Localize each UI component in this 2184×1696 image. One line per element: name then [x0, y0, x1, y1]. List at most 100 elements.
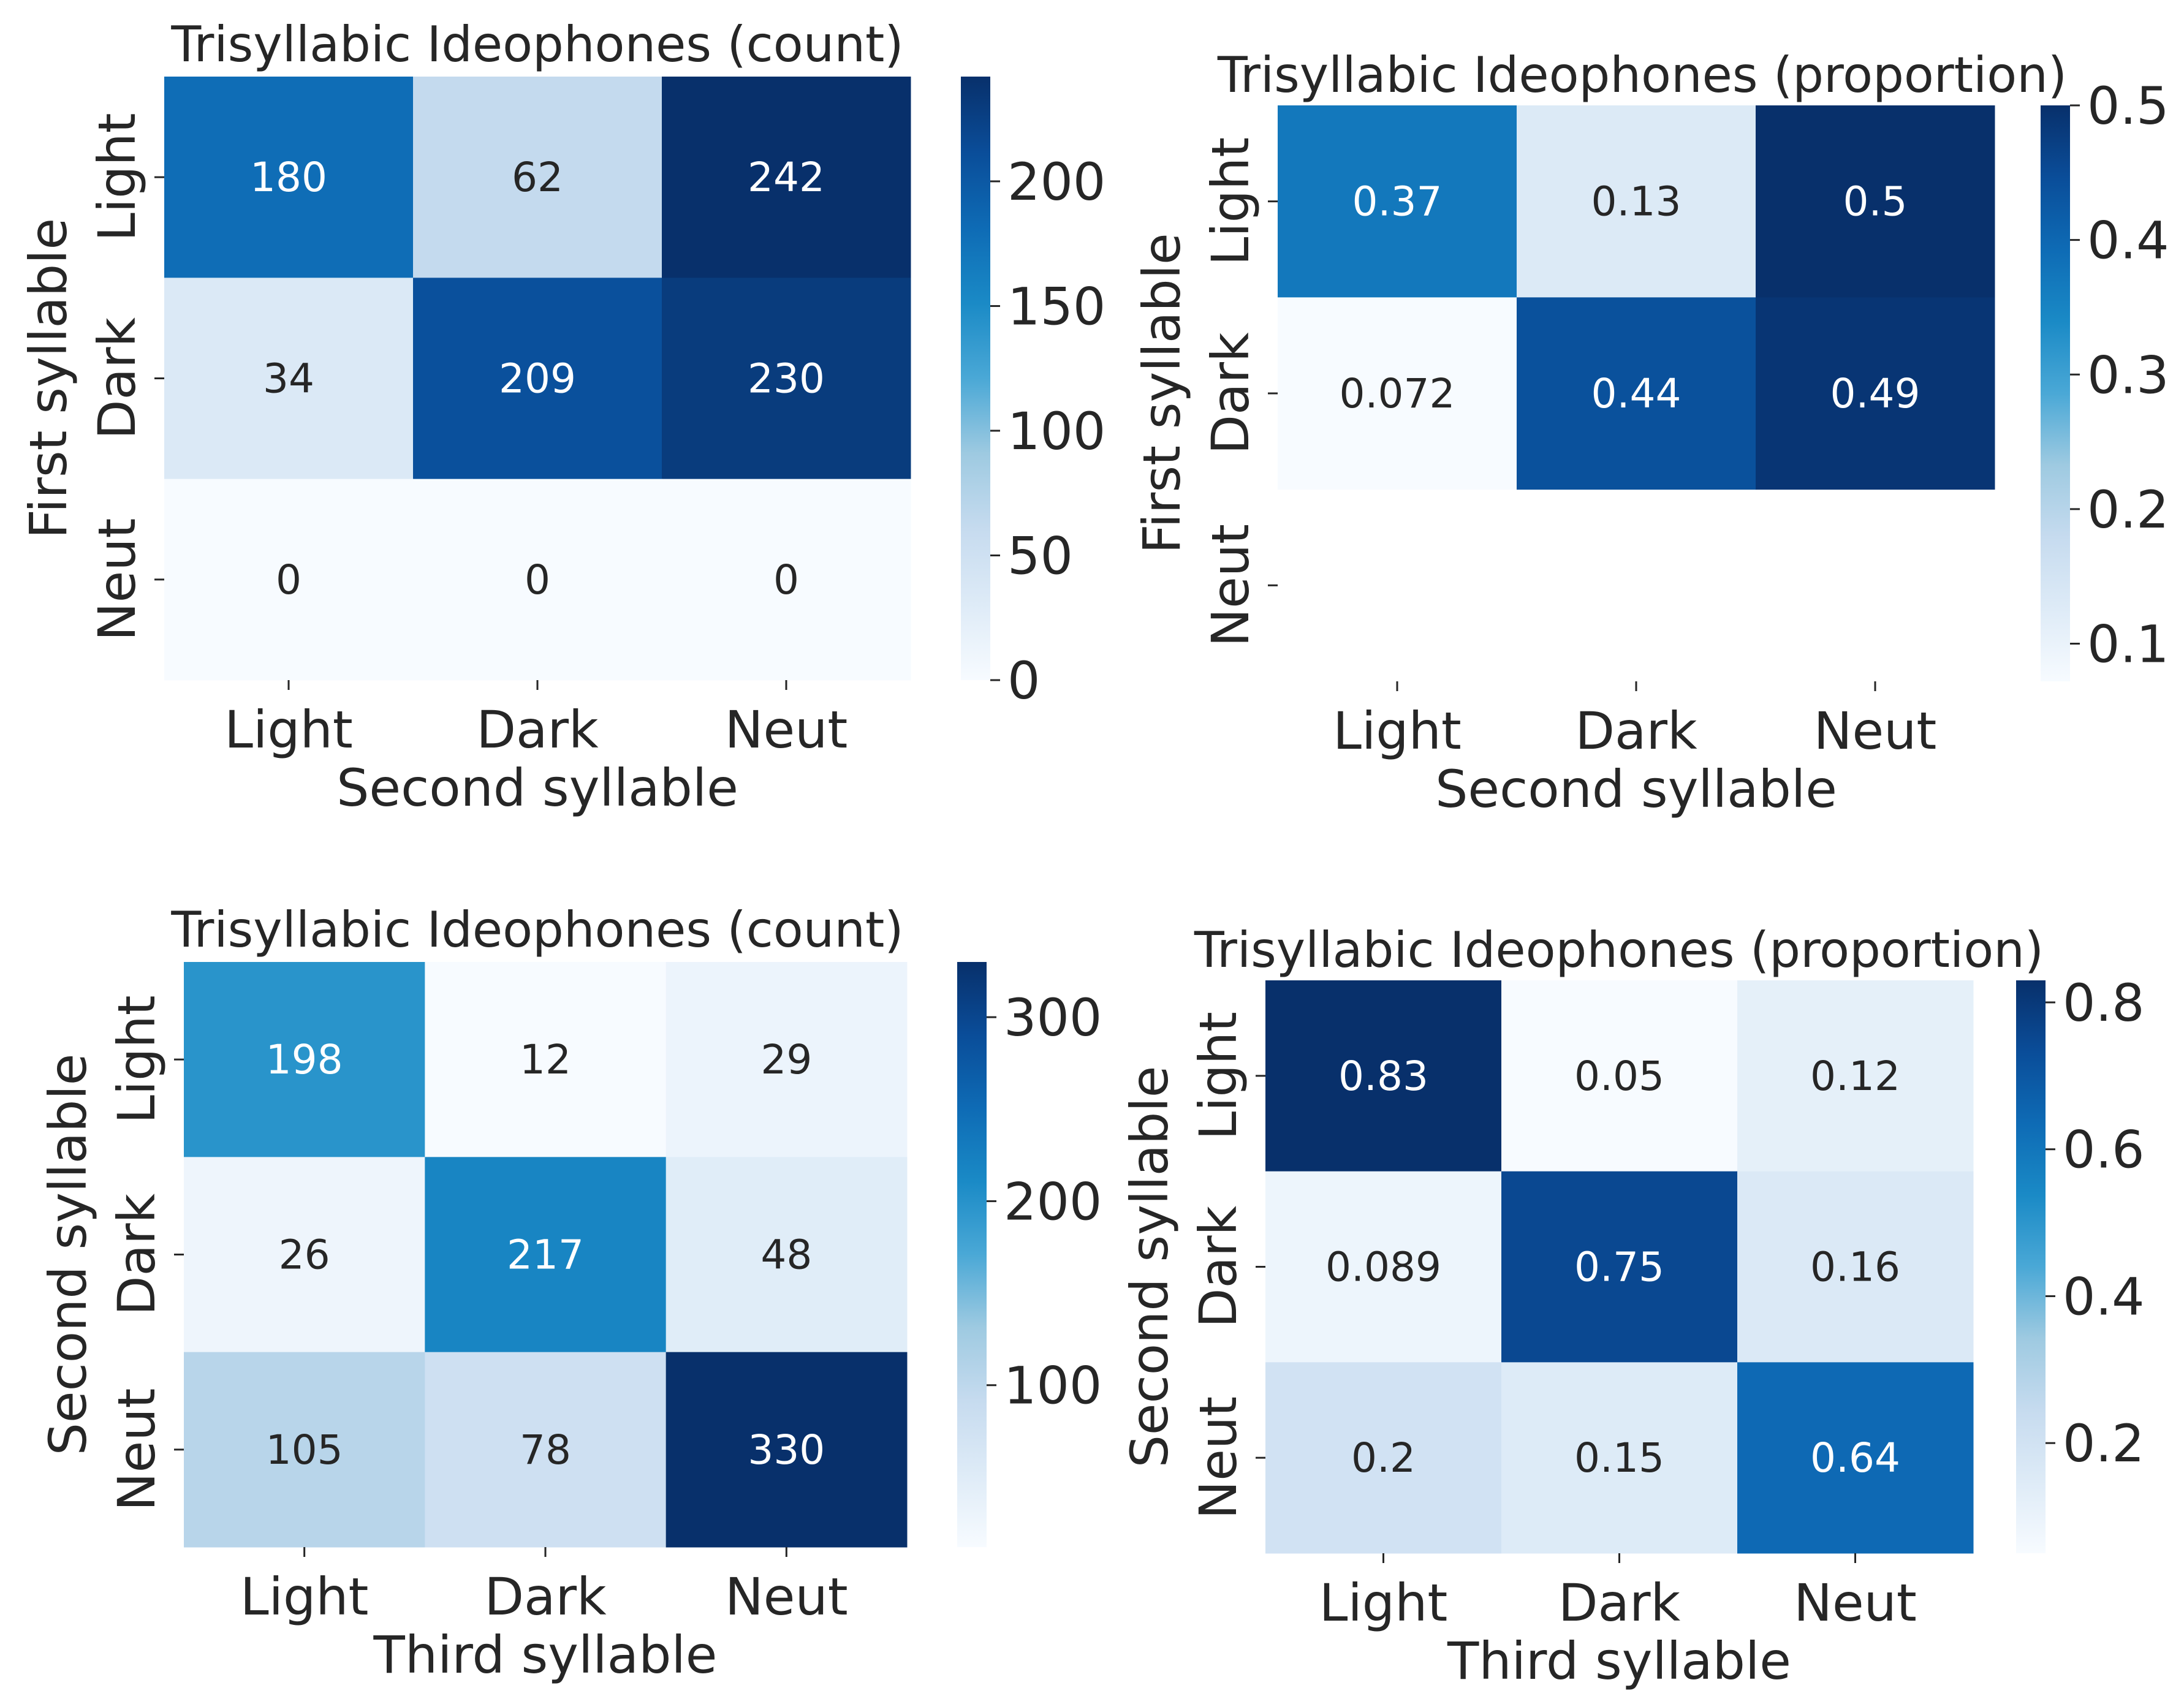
colorbar-tick-label: 200 — [1004, 1172, 1102, 1232]
heatmap-cell — [1265, 1362, 1502, 1554]
heatmap-cell — [1737, 1171, 1974, 1363]
colorbar-tick-label: 0.4 — [2087, 211, 2169, 271]
chart-title: Trisyllabic Ideophones (proportion) — [1217, 47, 2067, 104]
x-axis-label: Second syllable — [1435, 759, 1837, 819]
heatmap-cell — [1501, 1362, 1738, 1554]
colorbar — [2041, 105, 2070, 681]
x-tick-label: Dark — [476, 700, 599, 760]
heatmap-cell — [1737, 1362, 1974, 1554]
heatmap-cell — [662, 278, 911, 480]
heatmap-cell — [164, 278, 414, 480]
colorbar — [961, 77, 990, 680]
cell-value-label: 180 — [250, 154, 327, 201]
x-axis-label: Third syllable — [373, 1625, 718, 1685]
cell-value-label: 198 — [266, 1036, 343, 1083]
colorbar-tick-label: 0 — [1007, 651, 1040, 711]
colorbar-tick-label: 100 — [1007, 401, 1105, 461]
cell-value-label: 78 — [520, 1426, 571, 1474]
colorbar-tick-label: 50 — [1007, 526, 1073, 586]
y-tick-label: Dark — [87, 317, 147, 439]
colorbar — [2016, 980, 2046, 1553]
colorbar-tick-label: 150 — [1007, 276, 1105, 336]
cell-value-label: 105 — [266, 1426, 343, 1474]
colorbar-tick-label: 0.8 — [2063, 973, 2145, 1033]
cell-value-label: 0.16 — [1810, 1244, 1900, 1291]
heatmap-cell — [665, 1157, 908, 1353]
x-tick-label: Neut — [1814, 701, 1937, 761]
x-tick-label: Light — [1319, 1573, 1448, 1633]
cell-value-label: 0.37 — [1352, 178, 1443, 225]
cell-value-label: 0.15 — [1574, 1434, 1664, 1482]
heatmap-cell — [662, 77, 911, 278]
heatmap-cell — [413, 278, 662, 480]
cell-value-label: 0.2 — [1351, 1434, 1416, 1482]
heatmap-cell — [184, 1352, 425, 1548]
colorbar — [957, 962, 987, 1547]
colorbar-tick-label: 0.2 — [2087, 480, 2169, 540]
x-tick-label: Dark — [1575, 701, 1697, 761]
cell-value-label: 48 — [760, 1232, 812, 1279]
x-tick-label: Neut — [1794, 1573, 1917, 1633]
heatmap-cell — [413, 479, 662, 681]
cell-value-label: 0.49 — [1830, 370, 1920, 417]
heatmap-cell — [425, 962, 667, 1157]
y-tick-label: Neut — [1200, 524, 1261, 647]
cell-value-label: 0.64 — [1810, 1434, 1900, 1482]
heatmap-cell — [1517, 105, 1756, 298]
cell-value-label: 26 — [279, 1232, 330, 1279]
chart-title: Trisyllabic Ideophones (proportion) — [1194, 922, 2044, 979]
y-tick-label: Light — [1188, 1012, 1248, 1140]
heatmap-cell — [413, 77, 662, 278]
heatmap-cell — [164, 77, 414, 278]
cell-value-label: 12 — [520, 1036, 571, 1083]
heatmap-cell — [665, 1352, 908, 1548]
cell-value-label: 0.5 — [1843, 178, 1908, 225]
heatmap-panel-4: Trisyllabic Ideophones (proportion) 0.83 0… — [1120, 922, 2145, 1691]
cell-value-label: 209 — [499, 355, 576, 403]
heatmap-cell — [665, 962, 908, 1157]
cell-value-label: 0.83 — [1338, 1053, 1428, 1100]
y-tick-label: Neut — [107, 1388, 167, 1511]
colorbar-tick-label: 100 — [1004, 1356, 1102, 1416]
y-axis-label: Second syllable — [1120, 1066, 1180, 1468]
heatmap-panel-3: Trisyllabic Ideophones (count) 198 12 29 26 2… — [38, 901, 1102, 1685]
y-axis-label: First syllable — [18, 218, 78, 539]
y-axis-label: Second syllable — [38, 1054, 98, 1456]
y-tick-label: Neut — [87, 518, 147, 641]
cell-value-label: 0 — [276, 556, 301, 604]
chart-title: Trisyllabic Ideophones (count) — [170, 901, 903, 958]
heatmap-cell — [662, 479, 911, 681]
x-axis-label: Third syllable — [1447, 1631, 1791, 1691]
y-axis-label: First syllable — [1132, 233, 1192, 553]
colorbar-tick-label: 300 — [1004, 988, 1102, 1048]
heatmap-cell — [1265, 1171, 1502, 1363]
heatmap-panel-1: Trisyllabic Ideophones (count) 180 62 242 34… — [18, 16, 1105, 818]
y-tick-label: Light — [107, 995, 167, 1124]
heatmap-cell — [1756, 297, 1995, 490]
cell-value-label: 242 — [748, 154, 825, 201]
colorbar-tick-label: 0.4 — [2063, 1266, 2145, 1327]
heatmap-cell — [1278, 297, 1517, 490]
cell-value-label: 29 — [760, 1036, 812, 1083]
y-tick-label: Light — [1200, 137, 1261, 266]
cell-value-label: 0.072 — [1340, 370, 1455, 417]
cell-value-label: 0.75 — [1574, 1244, 1664, 1291]
x-axis-label: Second syllable — [336, 758, 738, 818]
x-tick-label: Dark — [1558, 1573, 1681, 1633]
y-tick-label: Light — [87, 113, 147, 241]
heatmap-cell — [184, 962, 425, 1157]
cell-value-label: 0.44 — [1591, 370, 1682, 417]
cell-value-label: 217 — [507, 1232, 584, 1279]
x-tick-label: Light — [240, 1567, 369, 1627]
heatmap-cell — [1737, 980, 1974, 1172]
cell-value-label: 34 — [263, 355, 314, 403]
heatmap-cell — [1756, 105, 1995, 298]
y-tick-label: Dark — [1188, 1205, 1248, 1328]
x-tick-label: Light — [1333, 701, 1462, 761]
heatmap-cell — [184, 1157, 425, 1353]
heatmap-cell — [425, 1157, 667, 1353]
cell-value-label: 62 — [512, 154, 563, 201]
cell-value-label: 230 — [748, 355, 825, 403]
colorbar-tick-label: 0.3 — [2087, 345, 2169, 405]
